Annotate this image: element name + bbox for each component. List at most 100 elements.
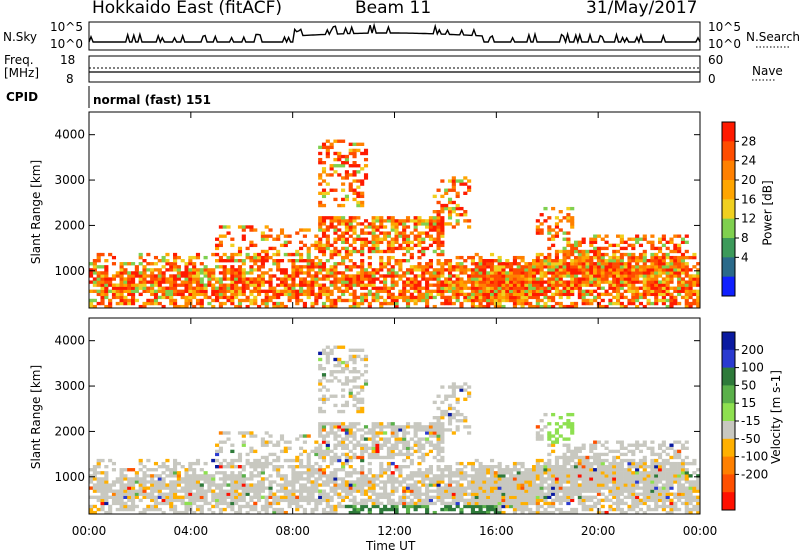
velocity-cell [375, 474, 380, 478]
velocity-cell [497, 461, 502, 466]
velocity-cell [516, 501, 521, 506]
power-cell [287, 289, 292, 293]
velocity-cell [547, 504, 552, 509]
velocity-cell [402, 425, 407, 429]
power-cell [615, 280, 621, 284]
velocity-cell [451, 507, 456, 512]
power-cell [394, 231, 399, 235]
power-cell [547, 283, 552, 287]
power-cell [188, 286, 193, 290]
velocity-cell [470, 465, 475, 469]
power-cell [360, 231, 365, 235]
power-cell [646, 301, 651, 306]
velocity-cell [184, 507, 189, 512]
power-cell [176, 292, 181, 297]
velocity-cell [577, 483, 582, 487]
power-cell [360, 265, 365, 269]
power-cell [245, 286, 250, 290]
power-cell [146, 274, 151, 278]
velocity-cell [92, 474, 97, 478]
velocity-cell [257, 474, 262, 478]
velocity-cell [436, 483, 441, 487]
power-cell [604, 289, 609, 293]
velocity-cell [428, 480, 433, 484]
power-cell [650, 252, 655, 257]
power-cell [375, 295, 380, 300]
velocity-cell [547, 501, 552, 506]
power-cell [222, 286, 227, 290]
power-cell [131, 277, 136, 281]
velocity-cell [119, 501, 124, 506]
velocity-cell [344, 455, 349, 460]
power-cell [436, 243, 441, 248]
power-cell [432, 283, 437, 287]
power-cell [348, 219, 353, 223]
power-cell [631, 292, 636, 297]
velocity-cell [539, 492, 544, 496]
power-cell [581, 265, 586, 269]
velocity-cell [535, 437, 540, 441]
velocity-cell [554, 461, 560, 466]
velocity-cell [570, 468, 575, 472]
velocity-cell [234, 465, 239, 469]
power-cell [619, 234, 624, 238]
velocity-cell [306, 468, 311, 472]
velocity-cell [425, 452, 430, 457]
power-cell [539, 277, 544, 281]
power-cell [573, 249, 579, 254]
velocity-cell [554, 471, 560, 475]
power-cell [344, 222, 349, 226]
velocity-cell [524, 489, 529, 493]
velocity-cell [615, 468, 621, 472]
power-cell [543, 292, 548, 297]
power-cell [276, 301, 281, 306]
power-cell [215, 246, 220, 251]
power-cell [425, 219, 430, 223]
velocity-cell [459, 388, 464, 392]
velocity-cell [306, 434, 311, 438]
power-cell [455, 274, 460, 278]
velocity-cell [302, 477, 307, 481]
power-cell [661, 234, 666, 238]
power-cell [470, 262, 475, 266]
power-cell [264, 237, 269, 241]
power-cell [257, 289, 262, 293]
power-cell [535, 271, 540, 275]
power-cell [444, 262, 449, 266]
power-cell [566, 265, 571, 269]
velocity-cell [356, 370, 361, 374]
velocity-cell [577, 465, 582, 469]
power-cell [455, 222, 460, 226]
velocity-cell [192, 492, 197, 496]
power-cell [302, 304, 307, 309]
power-cell [100, 289, 105, 293]
velocity-cell [352, 379, 357, 383]
velocity-cell [92, 504, 97, 509]
power-cell [394, 225, 399, 229]
velocity-cell [459, 474, 464, 478]
power-cell [451, 301, 456, 306]
power-cell [642, 283, 647, 287]
power-cell [677, 255, 682, 260]
power-cell [344, 283, 349, 287]
power-cell [325, 173, 330, 177]
velocity-cell [486, 471, 491, 475]
power-cell [467, 295, 472, 300]
velocity-cell [234, 486, 239, 490]
power-cell [585, 252, 590, 257]
velocity-cell [344, 425, 349, 429]
power-cell [470, 271, 475, 275]
power-cell [230, 289, 235, 293]
power-cell [635, 259, 640, 263]
power-cell [367, 262, 372, 266]
power-cell [604, 280, 609, 284]
power-cell [627, 237, 632, 241]
velocity-cell [142, 471, 147, 475]
power-cell [528, 265, 533, 269]
power-cell [234, 274, 239, 278]
power-cell [333, 225, 338, 229]
velocity-cell [234, 489, 239, 493]
power-cell [417, 280, 422, 284]
velocity-cell [341, 486, 346, 490]
velocity-cell [421, 428, 426, 432]
